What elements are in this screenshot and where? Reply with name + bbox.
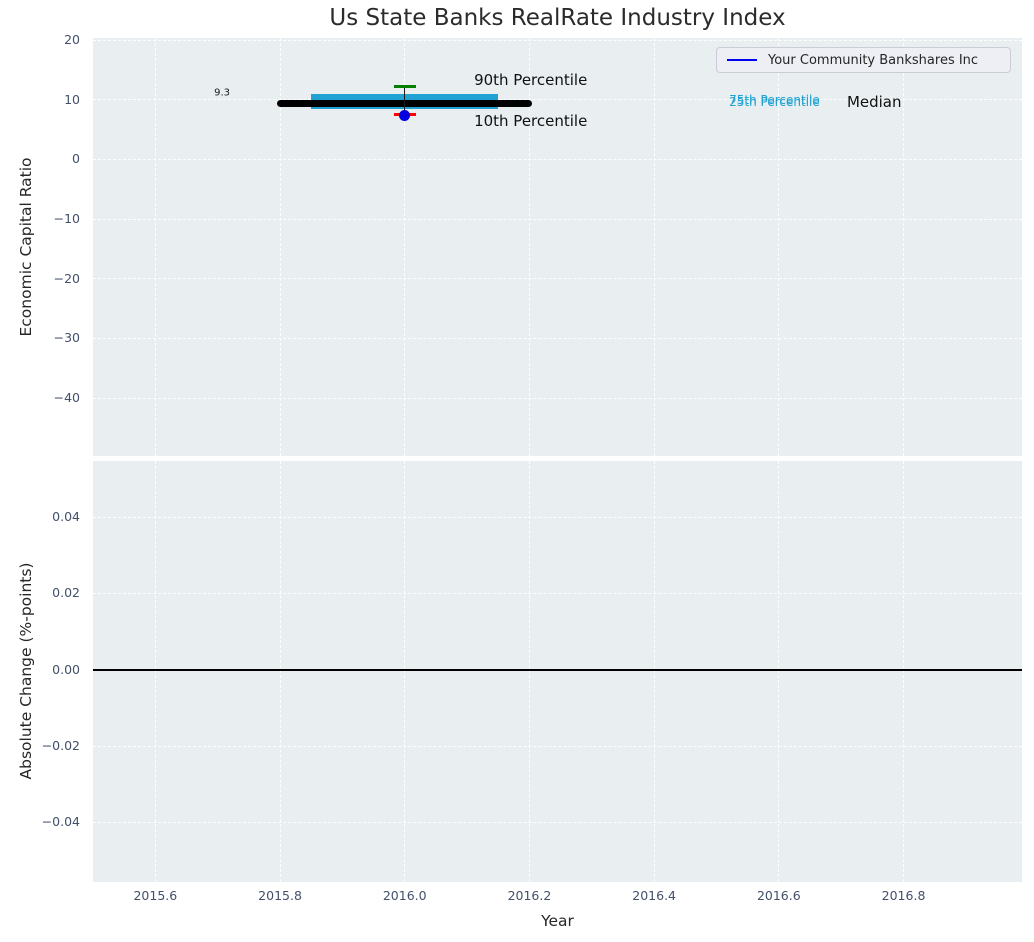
y-tick-label: −0.02 xyxy=(41,738,80,754)
gridline-x xyxy=(154,38,156,456)
gridline-y xyxy=(93,39,1022,41)
legend-label: Your Community Bankshares Inc xyxy=(768,52,979,68)
gridline-y xyxy=(93,821,1022,823)
x-tick-label: 2016.6 xyxy=(756,888,801,903)
bottom-plot-area xyxy=(93,461,1022,882)
y-tick-label: 10 xyxy=(64,91,80,107)
gridline-y xyxy=(93,218,1022,220)
gridline-x xyxy=(154,461,156,882)
gridline-x xyxy=(778,461,780,882)
chart-title: Us State Banks RealRate Industry Index xyxy=(329,5,786,31)
company-point xyxy=(399,109,411,121)
gridline-x xyxy=(653,38,655,456)
gridline-x xyxy=(778,38,780,456)
whisker-stem xyxy=(403,86,406,116)
x-tick-label: 2016.0 xyxy=(382,888,427,903)
p90-tick xyxy=(393,84,416,88)
zero-line xyxy=(93,669,1022,671)
x-tick-label: 2016.4 xyxy=(632,888,677,903)
annotation: 25th Percentile xyxy=(729,95,820,110)
gridline-x xyxy=(528,38,530,456)
gridline-x xyxy=(279,38,281,456)
gridline-y xyxy=(93,158,1022,160)
x-tick-label: 2015.6 xyxy=(133,888,178,903)
x-tick-label: 2016.8 xyxy=(881,888,926,903)
y-tick-label: 0.04 xyxy=(52,509,80,525)
legend-line-swatch xyxy=(727,59,757,61)
y-tick-label: −0.04 xyxy=(41,814,80,830)
x-axis-label: Year xyxy=(541,912,574,930)
gridline-x xyxy=(903,38,905,456)
gridline-x xyxy=(528,461,530,882)
y-tick-label: −10 xyxy=(53,211,80,227)
gridline-x xyxy=(404,38,406,456)
gridline-y xyxy=(93,278,1022,280)
gridline-y xyxy=(93,745,1022,747)
gridline-x xyxy=(903,461,905,882)
y-tick-label: 0.00 xyxy=(52,661,80,677)
annotation: Median xyxy=(846,92,902,111)
annotation: 90th Percentile xyxy=(474,71,588,90)
gridline-y xyxy=(93,592,1022,594)
annotation: 75th Percentile xyxy=(729,93,820,108)
top-y-axis-label: Economic Capital Ratio xyxy=(17,157,35,337)
y-tick-label: −30 xyxy=(53,330,80,346)
gridline-y xyxy=(93,337,1022,339)
gridline-x xyxy=(279,461,281,882)
top-plot-area: 9.3 90th Percentile 10th Percentile 75th Pe… xyxy=(93,38,1022,456)
annotation: 10th Percentile xyxy=(474,111,588,130)
y-tick-label: −20 xyxy=(53,270,80,286)
gridline-x xyxy=(653,461,655,882)
y-tick-label: 0.02 xyxy=(52,585,80,601)
x-tick-label: 2016.2 xyxy=(507,888,552,903)
annotation: 9.3 xyxy=(214,87,230,99)
y-tick-label: 0 xyxy=(72,151,80,167)
y-tick-label: −40 xyxy=(53,390,80,406)
gridline-y xyxy=(93,99,1022,101)
x-tick-label: 2015.8 xyxy=(258,888,302,903)
gridline-x xyxy=(404,461,406,882)
y-tick-label: 20 xyxy=(64,32,80,48)
gridline-y xyxy=(93,397,1022,399)
legend: Your Community Bankshares Inc xyxy=(716,47,1011,73)
gridline-y xyxy=(93,516,1022,518)
